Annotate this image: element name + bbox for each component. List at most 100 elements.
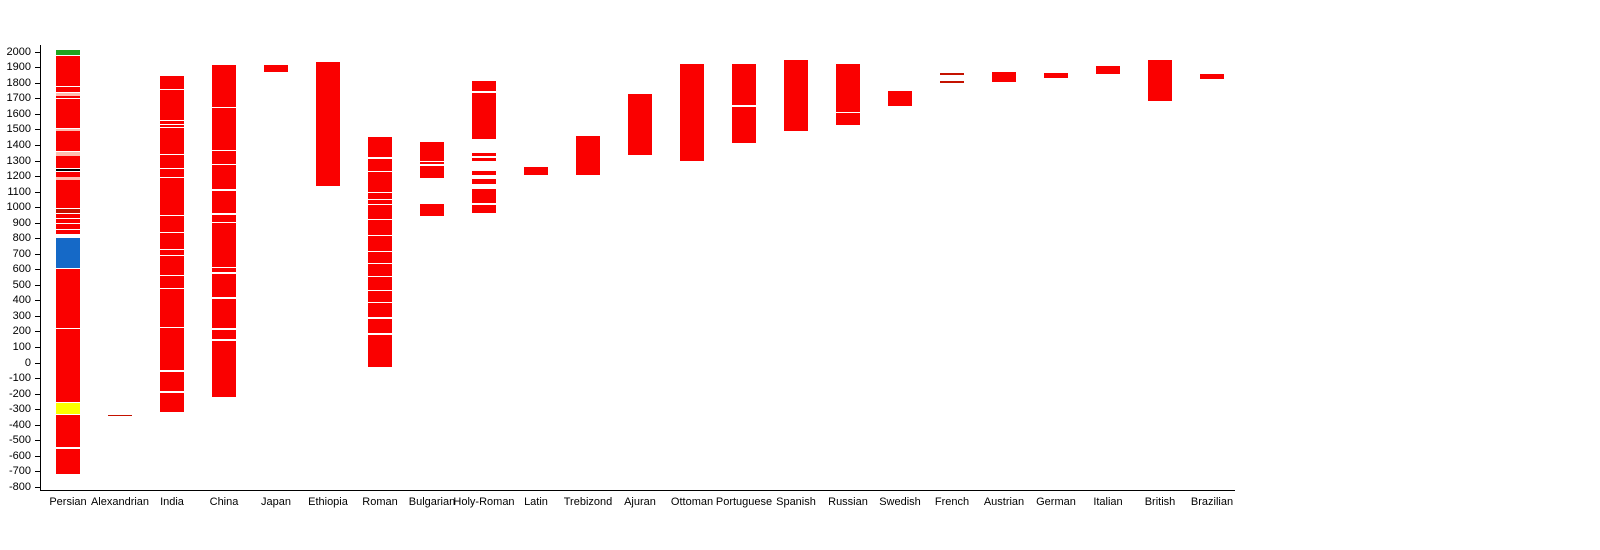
bar-segment[interactable] <box>212 222 236 267</box>
bar-segment[interactable] <box>940 80 964 83</box>
bar-segment[interactable] <box>1044 73 1068 79</box>
bar-segment[interactable] <box>472 188 496 203</box>
bar-segment[interactable] <box>56 201 80 205</box>
bar-segment[interactable] <box>420 161 444 165</box>
bar-segment[interactable] <box>160 177 184 215</box>
bar-segment[interactable] <box>56 205 80 208</box>
bar-segment[interactable] <box>212 107 236 150</box>
bar-segment[interactable] <box>56 224 80 229</box>
bar-segment[interactable] <box>992 72 1016 83</box>
bar-segment[interactable] <box>56 151 80 156</box>
bar-segment[interactable] <box>212 165 236 190</box>
bar-segment[interactable] <box>368 334 392 368</box>
bar-segment[interactable] <box>160 371 184 392</box>
bar-segment[interactable] <box>368 158 392 172</box>
bar-segment[interactable] <box>368 192 392 200</box>
bar-segment[interactable] <box>160 75 184 90</box>
bar-segment[interactable] <box>368 251 392 264</box>
bar-segment[interactable] <box>212 340 236 397</box>
bar-segment[interactable] <box>108 414 132 417</box>
bar-segment[interactable] <box>56 168 80 172</box>
bar-segment[interactable] <box>56 156 80 169</box>
bar-segment[interactable] <box>420 141 444 161</box>
bar-segment[interactable] <box>680 63 704 161</box>
bar-segment[interactable] <box>212 329 236 335</box>
bar-segment[interactable] <box>56 238 80 268</box>
bar-segment[interactable] <box>56 208 80 214</box>
bar-segment[interactable] <box>888 91 912 107</box>
bar-segment[interactable] <box>160 155 184 169</box>
bar-segment[interactable] <box>368 219 392 236</box>
bar-segment[interactable] <box>160 215 184 233</box>
bar-segment[interactable] <box>56 218 80 224</box>
bar-segment[interactable] <box>472 204 496 214</box>
bar-segment[interactable] <box>56 448 80 475</box>
bar-segment[interactable] <box>56 177 80 180</box>
bar-segment[interactable] <box>160 127 184 155</box>
bar-segment[interactable] <box>212 335 236 340</box>
bar-segment[interactable] <box>524 166 548 176</box>
bar-segment[interactable] <box>56 171 80 177</box>
bar-segment[interactable] <box>56 402 80 414</box>
bar-segment[interactable] <box>160 169 184 177</box>
bar-segment[interactable] <box>56 229 80 234</box>
bar-segment[interactable] <box>1096 65 1120 74</box>
bar-segment[interactable] <box>836 64 860 112</box>
bar-segment[interactable] <box>56 414 80 448</box>
bar-segment[interactable] <box>368 318 392 334</box>
bar-segment[interactable] <box>472 157 496 161</box>
bar-segment[interactable] <box>56 180 80 201</box>
bar-segment[interactable] <box>1200 74 1224 80</box>
bar-segment[interactable] <box>576 135 600 176</box>
bar-segment[interactable] <box>212 267 236 273</box>
bar-segment[interactable] <box>732 64 756 105</box>
bar-segment[interactable] <box>368 137 392 158</box>
bar-segment[interactable] <box>264 65 288 73</box>
bar-segment[interactable] <box>160 121 184 125</box>
bar-segment[interactable] <box>368 205 392 219</box>
bar-segment[interactable] <box>368 236 392 251</box>
bar-segment[interactable] <box>628 93 652 155</box>
bar-segment[interactable] <box>160 275 184 288</box>
bar-segment[interactable] <box>160 250 184 256</box>
bar-segment[interactable] <box>56 55 80 86</box>
bar-segment[interactable] <box>368 303 392 318</box>
bar-segment[interactable] <box>160 124 184 127</box>
bar-segment[interactable] <box>420 165 444 179</box>
bar-segment[interactable] <box>836 113 860 125</box>
bar-segment[interactable] <box>472 80 496 92</box>
bar-segment[interactable] <box>160 232 184 250</box>
bar-segment[interactable] <box>56 86 80 93</box>
bar-segment[interactable] <box>472 92 496 139</box>
bar-segment[interactable] <box>316 61 340 186</box>
bar-segment[interactable] <box>420 204 444 217</box>
bar-segment[interactable] <box>56 95 80 99</box>
bar-segment[interactable] <box>472 153 496 156</box>
bar-segment[interactable] <box>160 105 184 121</box>
bar-segment[interactable] <box>56 92 80 96</box>
bar-segment[interactable] <box>56 131 80 152</box>
bar-segment[interactable] <box>732 106 756 143</box>
bar-segment[interactable] <box>472 170 496 176</box>
bar-segment[interactable] <box>212 190 236 214</box>
bar-segment[interactable] <box>368 276 392 290</box>
bar-segment[interactable] <box>212 298 236 329</box>
bar-segment[interactable] <box>368 264 392 276</box>
bar-segment[interactable] <box>1148 59 1172 102</box>
bar-segment[interactable] <box>368 172 392 192</box>
bar-segment[interactable] <box>160 289 184 327</box>
bar-segment[interactable] <box>212 65 236 107</box>
bar-segment[interactable] <box>160 89 184 105</box>
bar-segment[interactable] <box>368 200 392 205</box>
bar-segment[interactable] <box>56 269 80 328</box>
bar-segment[interactable] <box>212 151 236 164</box>
bar-segment[interactable] <box>160 256 184 275</box>
bar-segment[interactable] <box>472 179 496 184</box>
bar-segment[interactable] <box>368 290 392 302</box>
bar-segment[interactable] <box>784 59 808 131</box>
bar-segment[interactable] <box>56 329 80 403</box>
bar-segment[interactable] <box>212 273 236 298</box>
bar-segment[interactable] <box>56 50 80 55</box>
bar-segment[interactable] <box>212 214 236 222</box>
bar-segment[interactable] <box>940 73 964 76</box>
